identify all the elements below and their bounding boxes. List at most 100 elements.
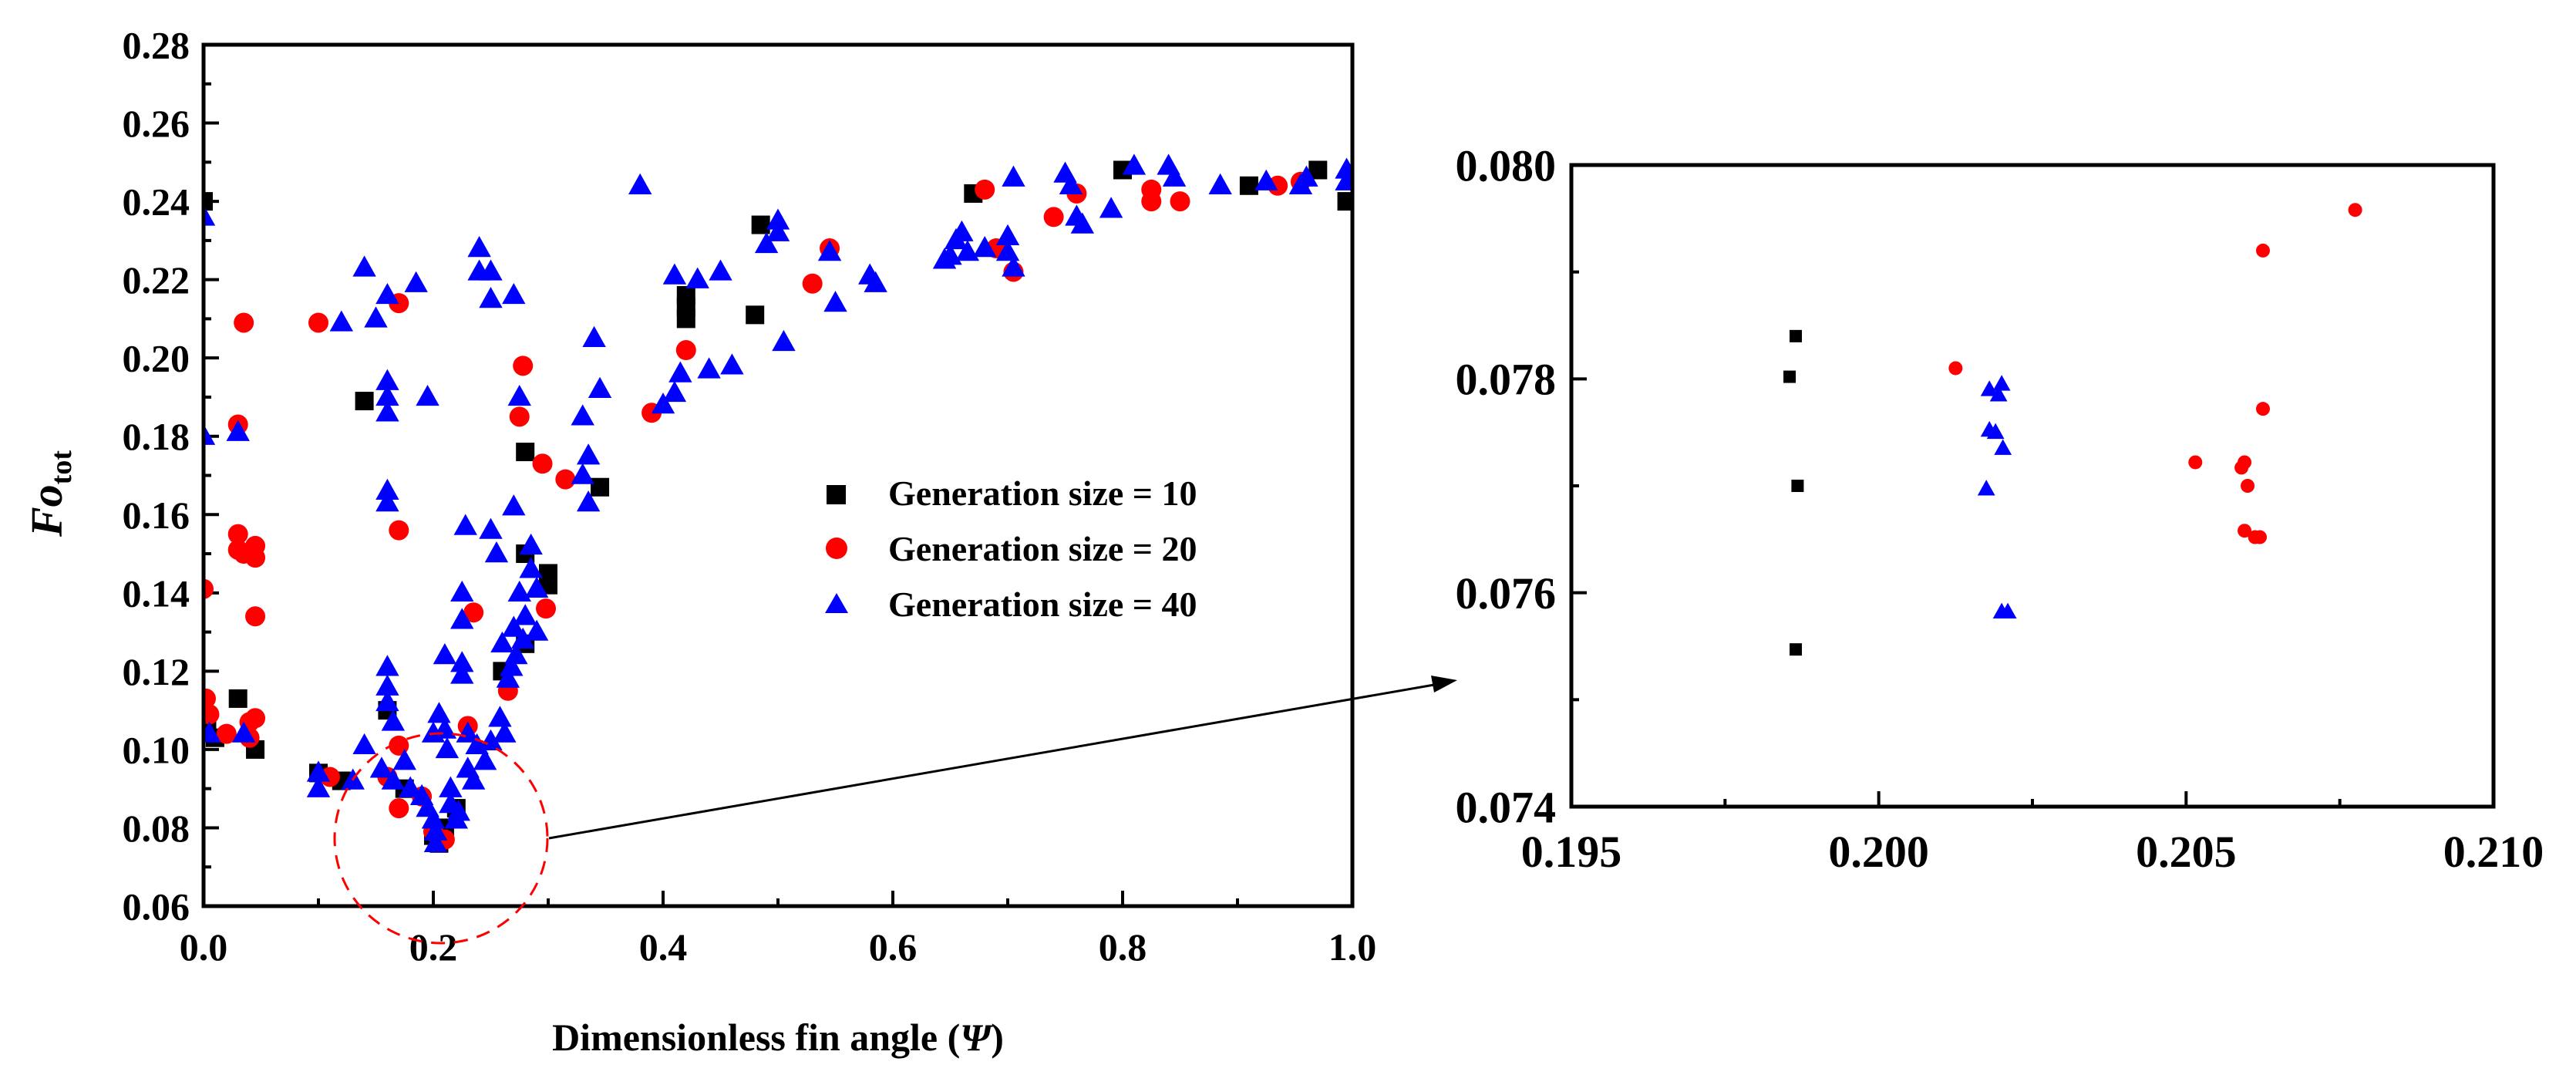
data-point-triangle <box>766 208 790 230</box>
data-point-square <box>746 305 765 325</box>
y-tick-label: 0.26 <box>123 102 190 145</box>
inset-data-points <box>1783 203 2362 656</box>
data-point-triangle <box>1992 375 2011 391</box>
data-point-triangle <box>439 776 463 797</box>
data-point-triangle <box>500 655 524 676</box>
data-point-triangle <box>571 404 594 426</box>
data-point-circle <box>975 179 995 200</box>
data-point-circle <box>2348 203 2362 217</box>
data-point-square <box>676 309 695 329</box>
y-tick-label: 0.24 <box>123 180 190 224</box>
data-point-circle <box>227 524 248 544</box>
data-point-triangle <box>1099 197 1123 218</box>
data-point-triangle <box>1002 255 1025 277</box>
inset-plot-frame <box>1569 163 2496 809</box>
data-point-triangle <box>479 517 503 539</box>
main-x-axis-label: Dimensionless fin angle (Ψ) <box>552 1016 1004 1059</box>
y-tick-label: 0.28 <box>123 24 190 67</box>
data-point-triangle <box>484 541 509 563</box>
data-point-triangle <box>628 173 652 194</box>
data-point-triangle <box>392 749 416 770</box>
inset-chart: 0.195 0.200 0.205 0.210 0.074 0.076 0.078 0.080 <box>1456 140 2544 877</box>
data-point-triangle <box>479 259 503 281</box>
data-point-triangle <box>404 271 428 292</box>
data-point-triangle <box>493 721 517 743</box>
data-point-triangle <box>231 721 256 743</box>
data-point-triangle <box>306 776 331 797</box>
data-point-circle <box>245 606 266 627</box>
data-point-circle <box>389 520 409 541</box>
data-point-triangle <box>453 514 477 535</box>
data-point-circle <box>2188 455 2203 470</box>
y-tick-label: 0.074 <box>1456 782 1557 832</box>
x-tick-label: 0.2 <box>409 925 458 969</box>
y-tick-label: 0.078 <box>1456 355 1557 405</box>
data-point-triangle <box>375 282 399 305</box>
main-chart: 0.0 0.2 0.4 0.6 0.8 1.0 0.06 0.08 0.10 0.12 0.14 0.… <box>22 24 1376 1060</box>
y-tick-label: 0.10 <box>123 728 190 771</box>
data-point-triangle <box>507 384 531 406</box>
data-point-circle <box>2253 530 2268 544</box>
data-point-triangle <box>329 310 353 332</box>
data-point-square <box>1239 176 1258 195</box>
data-point-circle <box>1043 207 1064 227</box>
legend-label-gen-40: Generation size = 40 <box>888 585 1197 624</box>
data-point-triangle <box>1999 602 2017 619</box>
data-point-triangle <box>381 768 406 790</box>
x-tick-label: 0.8 <box>1099 925 1147 969</box>
data-point-circle <box>2256 243 2270 258</box>
data-point-triangle <box>446 800 470 821</box>
data-point-triangle <box>375 674 399 696</box>
main-tick-labels: 0.0 0.2 0.4 0.6 0.8 1.0 0.06 0.08 0.10 0.12 0.14 0.… <box>123 24 1377 969</box>
data-point-circle <box>216 723 237 744</box>
data-point-triangle <box>1122 153 1147 175</box>
data-point-triangle <box>1994 439 2012 455</box>
data-point-circle <box>319 767 340 787</box>
y-tick-label: 0.14 <box>123 571 190 615</box>
data-point-triangle <box>479 287 503 308</box>
data-point-circle <box>204 704 220 725</box>
data-point-triangle <box>1335 169 1352 190</box>
data-point-triangle <box>582 325 606 347</box>
data-point-triangle <box>973 236 997 258</box>
x-tick-label: 0.6 <box>869 925 918 969</box>
data-point-square <box>1783 370 1796 383</box>
data-point-triangle <box>511 627 535 649</box>
y-tick-label: 0.18 <box>123 415 190 458</box>
data-point-circle <box>245 708 266 729</box>
legend-marker-gen-40 <box>825 593 848 613</box>
data-point-square <box>1790 329 1803 342</box>
data-point-circle <box>2234 460 2249 475</box>
data-point-triangle <box>375 478 399 500</box>
main-plot-frame <box>201 42 1355 908</box>
data-point-triangle <box>668 361 692 382</box>
series-triangle-group <box>1977 375 2017 619</box>
x-tick-label: 0.205 <box>2136 827 2237 877</box>
data-point-triangle <box>427 702 451 723</box>
data-point-triangle <box>399 776 423 797</box>
y-tick-label: 0.076 <box>1456 568 1557 618</box>
data-point-square <box>591 477 610 497</box>
data-point-triangle <box>1162 165 1187 187</box>
data-point-triangle <box>685 267 709 288</box>
data-point-square <box>516 443 535 462</box>
data-point-square <box>204 192 213 211</box>
zoom-arrow <box>548 676 1457 840</box>
data-point-circle <box>2241 479 2255 493</box>
x-tick-label: 0.200 <box>1828 827 1929 877</box>
data-point-circle <box>204 688 216 709</box>
legend: Generation size = 10 Generation size = 2… <box>825 473 1197 624</box>
inset-ticks <box>1570 163 2495 808</box>
data-point-triangle <box>352 733 376 755</box>
data-point-square <box>751 215 770 234</box>
x-tick-label: 0.195 <box>1521 827 1622 877</box>
data-point-triangle <box>1208 173 1232 194</box>
data-point-triangle <box>519 557 543 578</box>
data-point-triangle <box>204 204 216 226</box>
legend-label-gen-10: Generation size = 10 <box>888 473 1197 513</box>
data-point-triangle <box>204 423 216 445</box>
data-point-triangle <box>435 736 460 759</box>
legend-marker-gen-10 <box>827 485 846 504</box>
data-point-triangle <box>1002 165 1025 187</box>
legend-marker-gen-20 <box>826 538 847 559</box>
